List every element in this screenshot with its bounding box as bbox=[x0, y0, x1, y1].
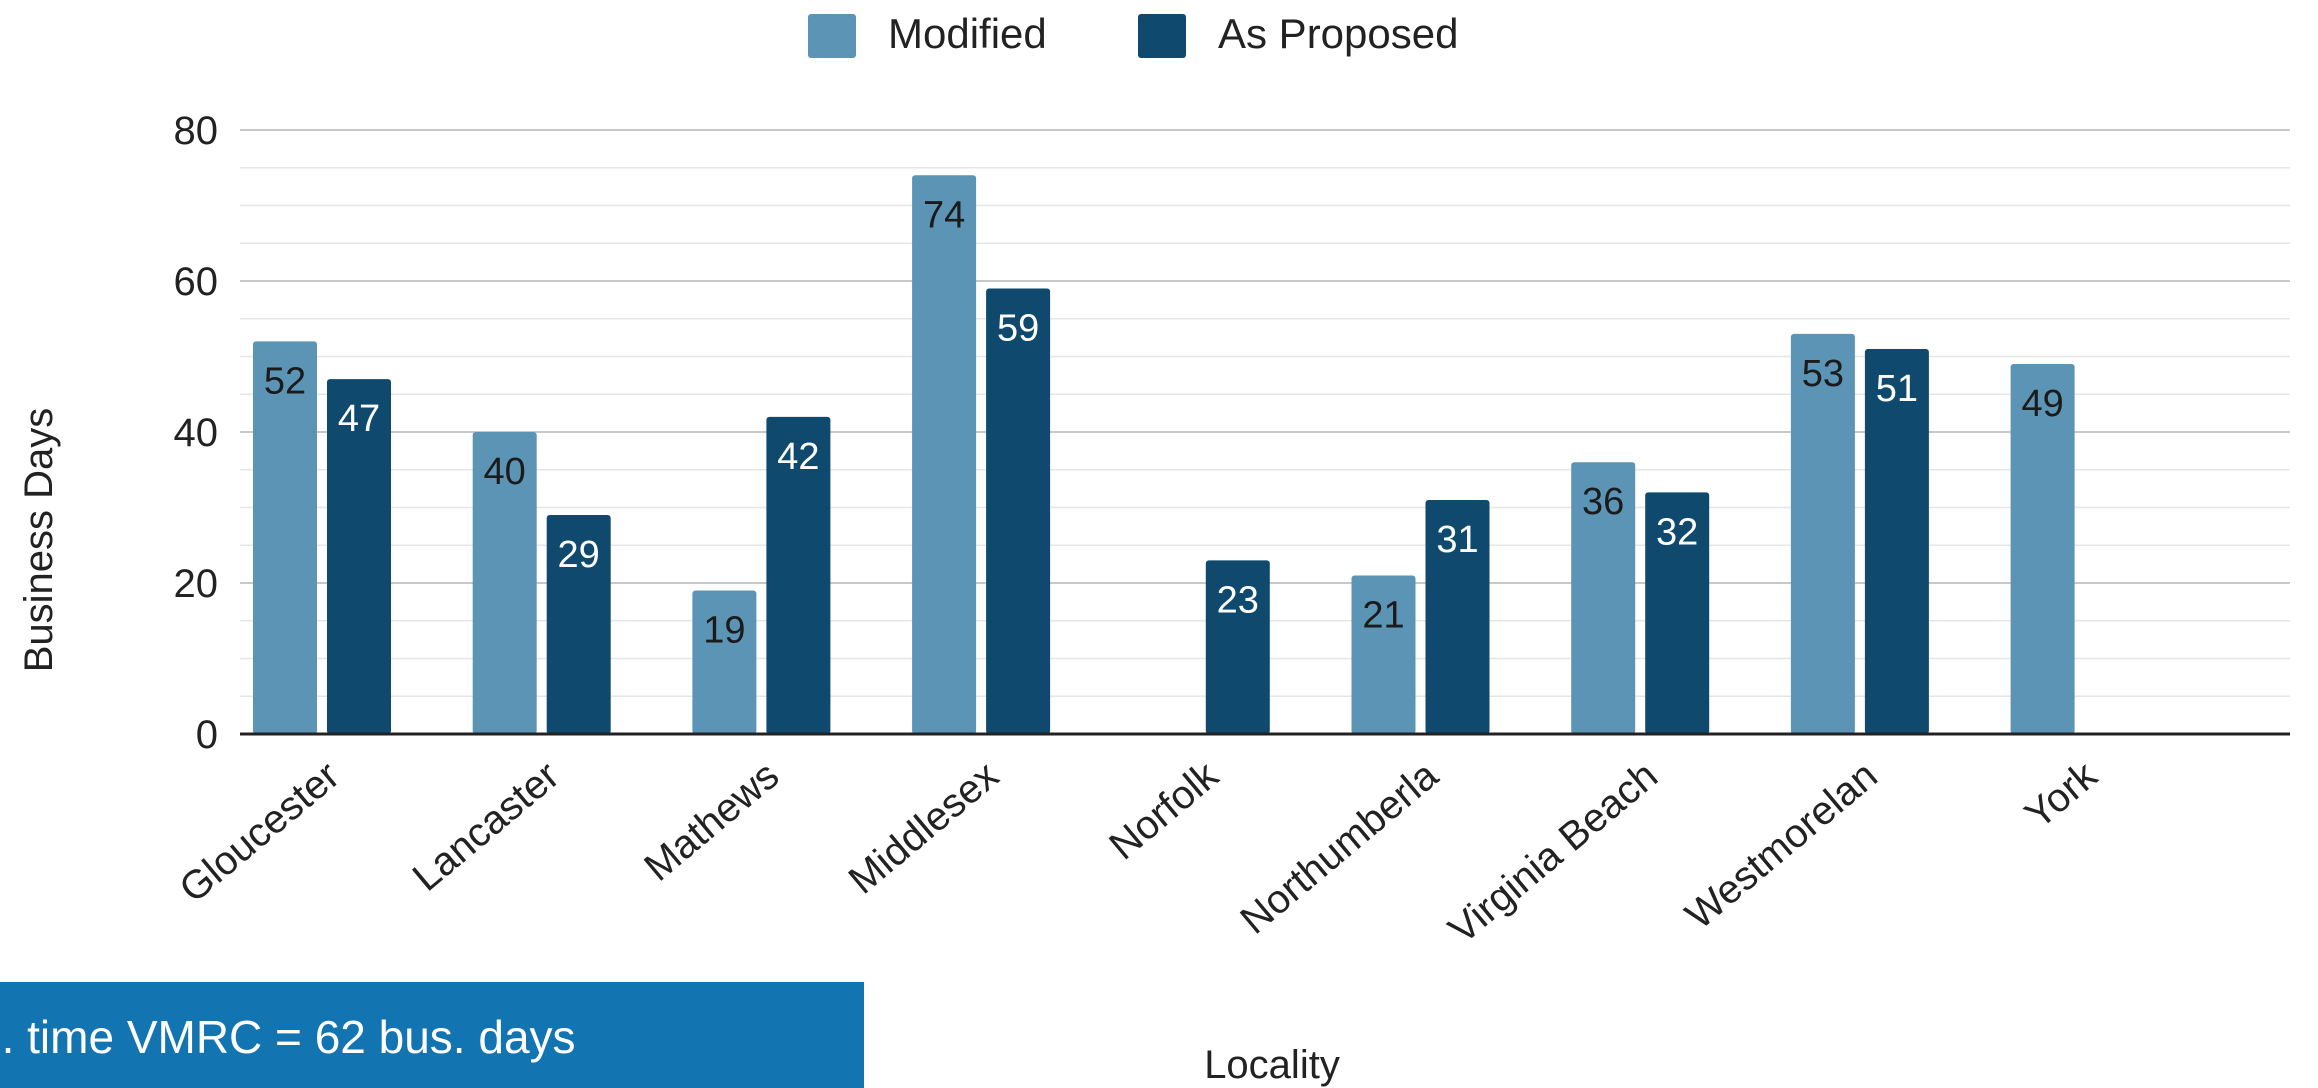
y-tick-label: 20 bbox=[174, 562, 219, 606]
data-label: 36 bbox=[1582, 481, 1624, 523]
data-label: 53 bbox=[1802, 353, 1844, 395]
x-axis-title: Locality bbox=[1204, 1043, 1340, 1087]
x-tick-label: Virginia Beach bbox=[1441, 753, 1666, 952]
x-tick-label: Mathews bbox=[636, 753, 787, 890]
data-label: 47 bbox=[338, 398, 380, 440]
legend-label: Modified bbox=[888, 10, 1047, 57]
note-banner: g. time VMRC = 62 bus. days bbox=[0, 982, 864, 1088]
bar-as-proposed bbox=[546, 515, 611, 734]
y-axis-title: Business Days bbox=[17, 408, 61, 673]
x-tick-label: Middlesex bbox=[841, 753, 1007, 902]
x-tick-label: York bbox=[2017, 753, 2106, 838]
x-tick-label: Westmorelan bbox=[1677, 753, 1885, 938]
bar-as-proposed bbox=[327, 379, 391, 734]
bar-as-proposed bbox=[1645, 492, 1710, 734]
y-tick-label: 80 bbox=[174, 109, 219, 153]
legend-label: As Proposed bbox=[1218, 10, 1458, 57]
data-label: 52 bbox=[264, 360, 306, 402]
bar-modified bbox=[692, 590, 757, 734]
note-text: g. time VMRC = 62 bus. days bbox=[0, 1011, 576, 1063]
bar-modified bbox=[253, 341, 317, 734]
data-label: 49 bbox=[2021, 383, 2063, 425]
data-label: 19 bbox=[703, 610, 745, 652]
data-label: 23 bbox=[1217, 579, 1259, 621]
bar-modified bbox=[1571, 462, 1636, 734]
bar-as-proposed bbox=[1425, 499, 1490, 734]
data-label: 42 bbox=[777, 436, 819, 478]
x-tick-label: Northumberla bbox=[1232, 753, 1446, 943]
bar-modified bbox=[1351, 575, 1416, 734]
bar-modified bbox=[472, 432, 537, 734]
bar-modified bbox=[912, 175, 977, 735]
bar-as-proposed bbox=[1864, 348, 1929, 734]
data-label: 29 bbox=[558, 534, 600, 576]
data-label: 31 bbox=[1436, 519, 1478, 561]
x-tick-label: Lancaster bbox=[405, 753, 568, 900]
x-tick-label: Norfolk bbox=[1101, 753, 1227, 869]
data-label: 51 bbox=[1876, 368, 1918, 410]
data-label: 74 bbox=[923, 194, 965, 236]
bar-as-proposed bbox=[1205, 560, 1270, 734]
data-label: 59 bbox=[997, 308, 1039, 350]
bar-modified bbox=[2010, 364, 2075, 734]
data-label: 21 bbox=[1362, 594, 1404, 636]
bar-as-proposed bbox=[766, 416, 831, 734]
legend-swatch-modified bbox=[808, 14, 856, 58]
y-tick-label: 60 bbox=[174, 260, 219, 304]
y-tick-label: 0 bbox=[196, 713, 218, 757]
y-tick-label: 40 bbox=[174, 411, 219, 455]
data-label: 40 bbox=[484, 451, 526, 493]
bar-as-proposed bbox=[986, 288, 1051, 734]
data-label: 32 bbox=[1656, 511, 1698, 553]
x-tick-label: Gloucester bbox=[171, 753, 347, 911]
legend-swatch-as-proposed bbox=[1138, 14, 1186, 58]
bar-modified bbox=[1790, 333, 1855, 734]
